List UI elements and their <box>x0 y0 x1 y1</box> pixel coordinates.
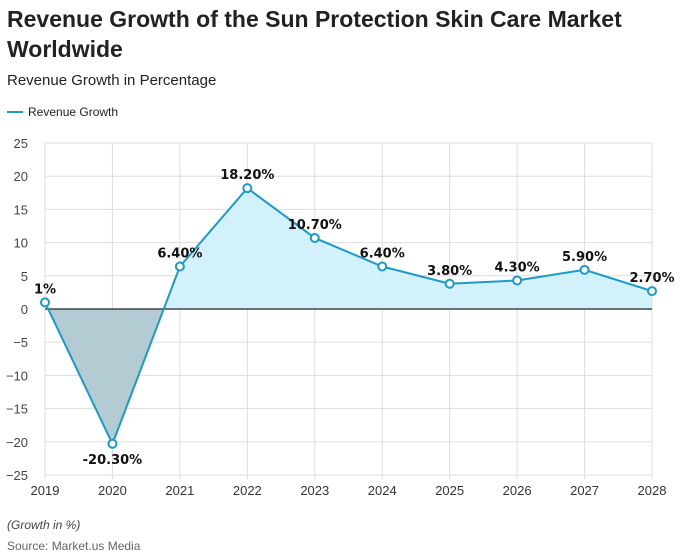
data-label: 6.40% <box>157 247 202 262</box>
data-point <box>512 275 523 286</box>
data-point <box>579 264 590 275</box>
positive-area <box>382 266 450 309</box>
unit-note: (Growth in %) <box>7 518 81 532</box>
data-point <box>40 297 50 308</box>
x-tick-label: 2025 <box>435 483 464 498</box>
y-tick-label: −15 <box>6 402 28 417</box>
data-label: -20.30% <box>83 453 143 468</box>
data-label: 4.30% <box>495 260 540 275</box>
chart-subtitle: Revenue Growth in Percentage <box>7 72 217 89</box>
y-tick-label: 0 <box>21 302 28 317</box>
chart-title: Revenue Growth of the Sun Protection Ski… <box>7 6 622 62</box>
positive-area <box>584 269 652 309</box>
data-point <box>107 438 118 449</box>
data-point <box>309 232 320 243</box>
positive-area <box>517 269 585 309</box>
x-tick-label: 2024 <box>368 483 397 498</box>
series-line <box>44 186 653 447</box>
legend: Revenue Growth <box>7 105 118 119</box>
y-tick-label: 10 <box>14 236 28 251</box>
data-point <box>647 286 657 297</box>
source: Source: Market.us Media <box>7 539 141 553</box>
x-tick-label: 2020 <box>98 483 127 498</box>
data-point <box>444 278 455 289</box>
y-tick-label: 20 <box>14 169 28 184</box>
x-tick-label: 2021 <box>165 483 194 498</box>
positive-area <box>314 237 383 309</box>
data-point <box>174 261 185 272</box>
legend-label: Revenue Growth <box>28 105 119 119</box>
positive-area <box>179 188 248 309</box>
y-tick-label: 25 <box>14 136 28 151</box>
positive-area <box>247 188 315 309</box>
data-label: 6.40% <box>360 247 405 262</box>
data-label: 1% <box>34 282 56 297</box>
x-tick-label: 2028 <box>638 483 667 498</box>
legend-swatch <box>7 111 23 113</box>
data-label: 5.90% <box>562 250 607 265</box>
positive-area <box>449 280 518 309</box>
data-label: 10.70% <box>288 218 342 233</box>
data-label: 2.70% <box>629 271 674 286</box>
x-tick-label: 2027 <box>570 483 599 498</box>
x-tick-label: 2019 <box>31 483 60 498</box>
y-tick-label: −20 <box>6 435 28 450</box>
y-tick-label: −25 <box>6 468 28 483</box>
y-tick-label: 15 <box>14 202 28 217</box>
data-label: 3.80% <box>427 264 472 279</box>
x-tick-label: 2023 <box>300 483 329 498</box>
data-point <box>377 261 388 272</box>
y-tick-label: −5 <box>13 335 28 350</box>
y-tick-label: 5 <box>21 269 28 284</box>
x-tick-label: 2022 <box>233 483 262 498</box>
data-point <box>242 183 253 194</box>
y-tick-label: −10 <box>6 368 28 383</box>
data-label: 18.20% <box>220 168 274 183</box>
x-tick-label: 2026 <box>503 483 532 498</box>
